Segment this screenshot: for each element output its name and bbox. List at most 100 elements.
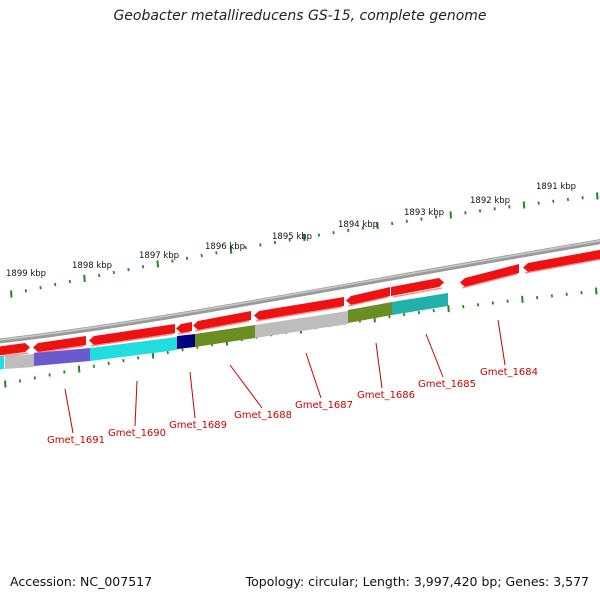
ruler-tick bbox=[18, 379, 22, 383]
ruler-tick bbox=[83, 274, 86, 283]
ruler-tick bbox=[580, 290, 583, 295]
ruler-tick bbox=[288, 238, 291, 242]
ruler-tick bbox=[122, 358, 125, 363]
ruler-tick bbox=[185, 256, 189, 260]
ruler-tick bbox=[376, 222, 379, 230]
ruler-tick bbox=[156, 260, 159, 268]
ruler-tick bbox=[166, 350, 169, 355]
ruler-label: 1899 kbp bbox=[6, 269, 46, 279]
ruler-tick bbox=[403, 312, 406, 317]
ruler-tick bbox=[581, 196, 584, 200]
ruler-tick bbox=[565, 292, 568, 296]
ruler-tick bbox=[127, 267, 130, 272]
ruler-tick bbox=[596, 192, 599, 200]
gene-label[interactable]: Gmet_1684 bbox=[480, 367, 538, 378]
reverse-gene-block bbox=[5, 354, 34, 369]
genome-summary-text: Topology: circular; Length: 3,997,420 bp… bbox=[245, 574, 589, 589]
ruler-tick bbox=[478, 209, 482, 213]
ruler-tick bbox=[4, 380, 7, 388]
ruler-tick bbox=[200, 253, 203, 258]
ruler-tick bbox=[595, 287, 598, 295]
chromosome-backbone-highlight bbox=[0, 239, 600, 341]
ruler-tick bbox=[39, 286, 42, 290]
ruler-tick bbox=[63, 370, 66, 374]
gene-label-leader bbox=[64, 388, 74, 434]
ruler-tick bbox=[522, 201, 526, 209]
ruler-tick bbox=[536, 295, 539, 300]
ruler-tick bbox=[566, 197, 570, 202]
forward-gene-shadow bbox=[177, 331, 191, 335]
ruler-tick bbox=[259, 243, 262, 247]
gene-label[interactable]: Gmet_1685 bbox=[418, 379, 476, 390]
ruler-tick bbox=[112, 270, 115, 275]
gene-label[interactable]: Gmet_1690 bbox=[108, 428, 166, 439]
forward-strand-genes bbox=[0, 249, 600, 358]
ruler-tick bbox=[462, 305, 465, 309]
gene-label-leader bbox=[134, 380, 138, 427]
gene-label-leader bbox=[425, 333, 444, 378]
gene-label[interactable]: Gmet_1689 bbox=[169, 420, 227, 431]
forward-gene-shadow bbox=[347, 296, 389, 307]
ruler-tick bbox=[244, 245, 247, 250]
reverse-strand-genes bbox=[0, 293, 448, 370]
ruler-tick bbox=[171, 259, 174, 263]
forward-gene-shadow bbox=[255, 306, 343, 322]
gene-label-leader bbox=[375, 342, 383, 389]
ruler-tick bbox=[417, 310, 421, 315]
gene-label-leader bbox=[497, 319, 506, 366]
reverse-gene-block bbox=[255, 311, 348, 338]
ruler-tick bbox=[388, 315, 391, 319]
outer-tick-ruler bbox=[10, 192, 599, 298]
gene-label[interactable]: Gmet_1688 bbox=[234, 410, 292, 421]
ruler-tick bbox=[550, 294, 554, 298]
ruler-label: 1896 kbp bbox=[205, 242, 245, 252]
reverse-gene-block bbox=[0, 356, 4, 370]
forward-gene-arrow bbox=[89, 324, 175, 345]
ruler-tick bbox=[552, 199, 555, 203]
forward-gene-arrow bbox=[346, 287, 390, 305]
ruler-label: 1891 kbp bbox=[536, 182, 576, 192]
forward-gene-shadow bbox=[34, 345, 85, 354]
ruler-tick bbox=[107, 361, 110, 366]
gene-label-leader bbox=[189, 371, 196, 419]
ruler-tick bbox=[493, 207, 496, 211]
reverse-gene-block bbox=[392, 293, 448, 315]
forward-gene-shadow bbox=[524, 258, 600, 274]
forward-gene-shadow bbox=[90, 333, 174, 347]
forward-gene-arrow bbox=[254, 297, 344, 320]
forward-gene-arrow bbox=[176, 322, 192, 333]
ruler-tick bbox=[464, 211, 467, 215]
ruler-tick bbox=[33, 376, 36, 380]
forward-gene-arrow bbox=[460, 264, 519, 287]
forward-gene-arrow bbox=[391, 278, 444, 296]
gene-label[interactable]: Gmet_1691 bbox=[47, 435, 105, 446]
ruler-label: 1892 kbp bbox=[470, 196, 510, 206]
ruler-tick bbox=[54, 282, 57, 287]
forward-gene-arrow bbox=[0, 343, 30, 356]
ruler-tick bbox=[141, 265, 145, 269]
gene-label[interactable]: Gmet_1686 bbox=[357, 390, 415, 401]
ruler-label: 1893 kbp bbox=[404, 208, 444, 218]
reverse-gene-block bbox=[90, 337, 177, 361]
reverse-gene-block bbox=[348, 302, 392, 323]
ruler-tick bbox=[77, 365, 81, 373]
forward-gene-shadow bbox=[392, 287, 443, 298]
reverse-gene-block bbox=[195, 325, 255, 347]
ruler-tick bbox=[137, 356, 140, 360]
ruler-tick bbox=[68, 279, 71, 284]
ruler-tick bbox=[303, 233, 306, 242]
ruler-label: 1898 kbp bbox=[72, 261, 112, 271]
ruler-tick bbox=[420, 217, 423, 221]
ruler-tick bbox=[449, 211, 452, 219]
ruler-tick bbox=[98, 273, 101, 278]
reverse-gene-block bbox=[177, 334, 195, 349]
gene-label-leader bbox=[229, 364, 263, 409]
ruler-tick bbox=[521, 295, 524, 303]
ruler-tick bbox=[317, 233, 321, 237]
gene-label[interactable]: Gmet_1687 bbox=[295, 400, 353, 411]
ruler-tick bbox=[24, 289, 28, 293]
forward-gene-shadow bbox=[194, 320, 250, 332]
ruler-label: 1897 kbp bbox=[139, 251, 179, 261]
forward-gene-arrow bbox=[33, 336, 86, 352]
genome-title: Geobacter metallireducens GS-15, complet… bbox=[113, 8, 487, 24]
